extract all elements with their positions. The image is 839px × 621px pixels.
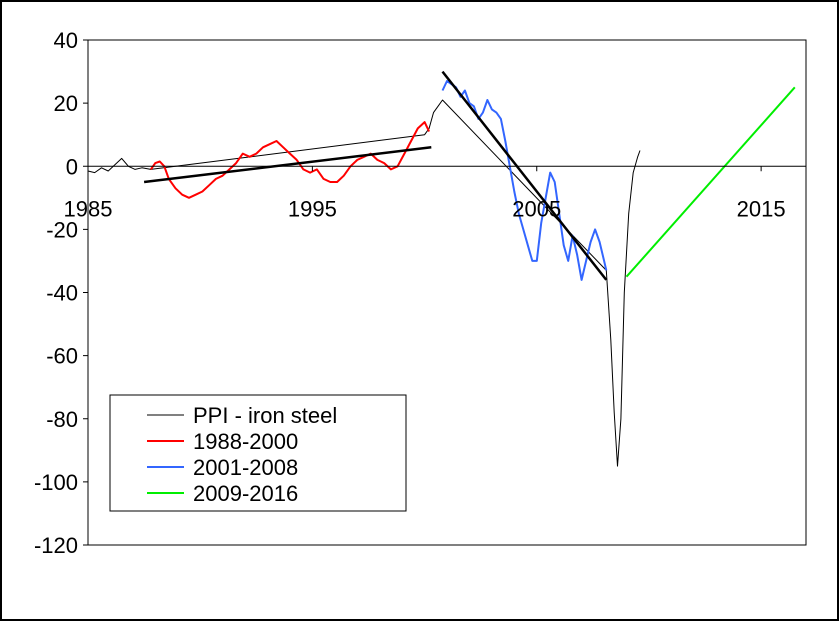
- series-line-trend-1988-2000: [143, 146, 432, 184]
- x-tick-label: 2005: [512, 196, 561, 221]
- y-tick-label: -80: [46, 407, 78, 432]
- series-line-trend-2001-2008: [441, 70, 608, 281]
- y-tick-label: 40: [54, 28, 78, 53]
- y-tick-label: 0: [66, 154, 78, 179]
- y-tick-label: 20: [54, 91, 78, 116]
- legend-label: 2009-2016: [193, 481, 298, 506]
- series-line-ppi-iron-steel: [87, 99, 641, 467]
- axes: 40 20 0 -20 -40 -60 -80 -100 -120 1985 1995 2005 201…: [34, 28, 806, 558]
- y-tick-label: -40: [46, 281, 78, 306]
- x-tick-label: 2015: [737, 196, 786, 221]
- legend-label: 1988-2000: [193, 429, 298, 454]
- y-tick-label: -20: [46, 217, 78, 242]
- y-tick-label: -120: [34, 533, 78, 558]
- legend-label: PPI - iron steel: [193, 403, 337, 428]
- legend: PPI - iron steel1988-20002001-20082009-2…: [109, 394, 407, 512]
- legend-label: 2001-2008: [193, 455, 298, 480]
- series-line-2009-2016: [625, 86, 796, 278]
- y-tick-label: -60: [46, 344, 78, 369]
- series-line-2001-2008: [441, 80, 608, 281]
- series-group: [87, 70, 796, 467]
- x-tick-label: 1985: [64, 196, 113, 221]
- series-line-1988-2000: [149, 121, 431, 199]
- legend-box: [109, 394, 407, 512]
- x-tick-label: 1995: [288, 196, 337, 221]
- y-tick-label: -100: [34, 470, 78, 495]
